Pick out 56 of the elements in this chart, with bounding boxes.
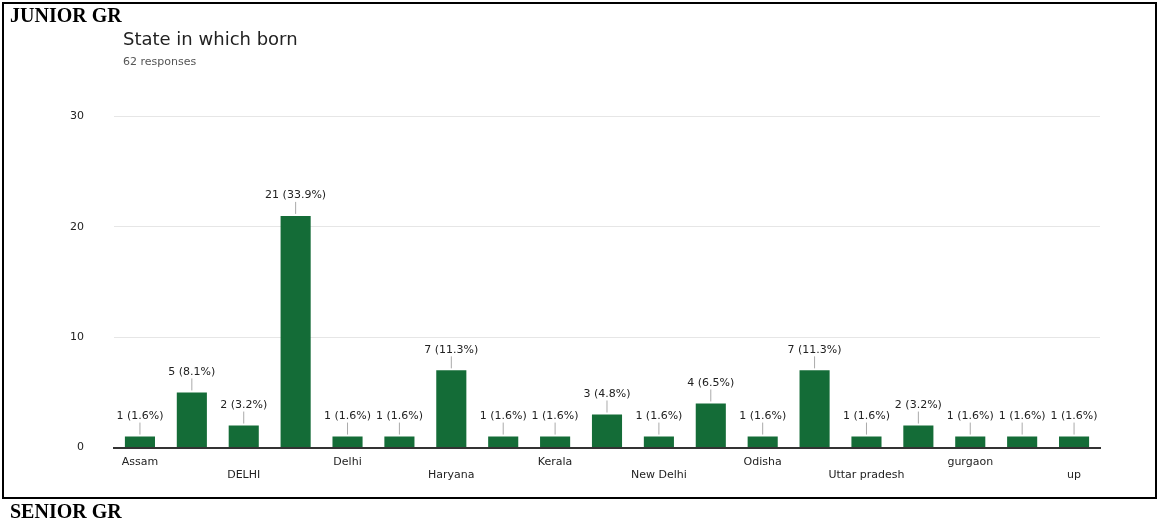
data-label: 1 (1.6%)	[375, 408, 423, 422]
data-label: 7 (11.3%)	[424, 342, 479, 356]
bar	[1007, 436, 1038, 448]
data-label: 1 (1.6%)	[842, 408, 890, 422]
data-label: 1 (1.6%)	[635, 408, 683, 422]
data-label: 3 (4.8%)	[583, 386, 631, 400]
text: JUNIOR GR	[10, 4, 122, 26]
data-label: 1 (1.6%)	[739, 408, 787, 422]
bar	[488, 436, 519, 448]
x-tick-label: Delhi	[333, 455, 362, 469]
bar	[695, 403, 726, 448]
bar	[332, 436, 363, 448]
x-tick-label: Kerala	[537, 455, 573, 469]
bar	[280, 215, 311, 448]
data-label: 5 (8.1%)	[168, 364, 216, 378]
data-label: 1 (1.6%)	[116, 408, 164, 422]
data-label: 7 (11.3%)	[787, 342, 842, 356]
data-label: 1 (1.6%)	[479, 408, 527, 422]
y-tick-label: 20	[70, 219, 84, 233]
x-tick-label: up	[1067, 468, 1082, 482]
bar	[747, 436, 778, 448]
x-tick-label: DELHI	[227, 468, 261, 482]
x-tick-label: Uttar pradesh	[828, 468, 905, 482]
data-label: 2 (3.2%)	[894, 397, 942, 411]
data-label: 1 (1.6%)	[531, 408, 579, 422]
x-tick-label: Assam	[121, 455, 159, 469]
data-label: 1 (1.6%)	[998, 408, 1046, 422]
data-label: 2 (3.2%)	[220, 397, 268, 411]
bar	[851, 436, 882, 448]
bar	[436, 370, 467, 448]
chart-title: State in which born	[123, 28, 298, 49]
x-tick-label: gurgaon	[947, 455, 994, 469]
data-label: 21 (33.9%)	[265, 188, 327, 202]
y-tick-label: 0	[77, 440, 84, 454]
data-label: 1 (1.6%)	[1050, 408, 1098, 422]
y-tick-label: 10	[70, 330, 84, 344]
bar	[903, 425, 934, 448]
bar	[228, 425, 259, 448]
bar	[799, 370, 830, 448]
bar	[643, 436, 674, 448]
text: SENIOR GR	[10, 500, 122, 522]
bar	[124, 436, 155, 448]
bar	[955, 436, 986, 448]
data-label: 4 (6.5%)	[687, 375, 735, 389]
bar	[591, 414, 623, 448]
x-tick-label: New Delhi	[630, 468, 687, 482]
x-tick-label: Haryana	[428, 468, 475, 482]
chart-subtitle: 62 responses	[123, 55, 197, 68]
bar	[540, 436, 571, 448]
bar	[176, 392, 207, 448]
bar	[1059, 436, 1090, 448]
x-tick-label: Odisha	[743, 455, 782, 469]
data-label: 1 (1.6%)	[946, 408, 994, 422]
data-label: 1 (1.6%)	[324, 408, 372, 422]
y-tick-label: 30	[70, 109, 84, 123]
bar	[384, 436, 415, 448]
